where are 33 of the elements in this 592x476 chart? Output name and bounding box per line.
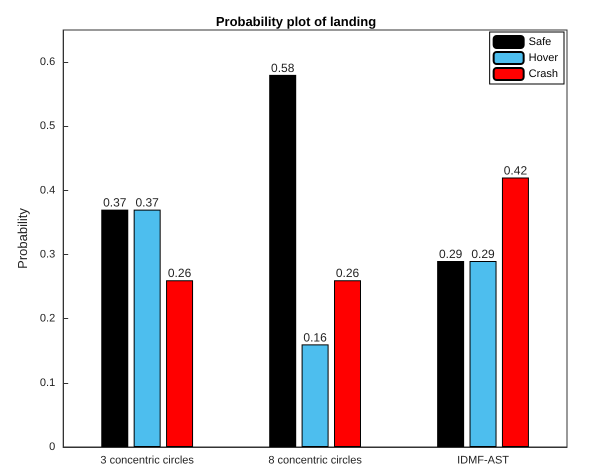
- data-label: 0.58: [271, 60, 295, 75]
- data-label: 0.26: [168, 266, 192, 280]
- x-tick-label: IDMF-AST: [457, 454, 510, 466]
- data-label: 0.26: [336, 266, 360, 280]
- bar: [166, 280, 194, 447]
- bar: [334, 280, 361, 447]
- y-tick-label: 0.5: [40, 120, 56, 132]
- bar: [101, 210, 128, 447]
- y-tick-label: 0.6: [40, 56, 56, 68]
- bar: [437, 260, 464, 447]
- x-tick-label: 8 concentric circles: [268, 454, 362, 466]
- chart-title: Probability plot of landing: [216, 14, 376, 29]
- data-label: 0.37: [103, 196, 127, 210]
- legend-label: Hover: [528, 52, 558, 64]
- legend-label: Crash: [528, 68, 558, 80]
- y-tick-label: 0.2: [40, 312, 56, 325]
- y-axis-title: Probability: [15, 208, 30, 269]
- data-label: 0.29: [471, 246, 496, 261]
- y-tick-label: 0: [49, 441, 56, 453]
- y-tick-label: 0.4: [40, 184, 56, 196]
- bar: [502, 178, 529, 447]
- y-tick-label: 0.1: [40, 376, 56, 389]
- data-label: 0.16: [303, 330, 328, 344]
- bar: [269, 74, 296, 447]
- x-tick-label: 3 concentric circles: [100, 454, 194, 466]
- bar: [134, 210, 161, 447]
- y-tick-label: 0.3: [40, 248, 56, 261]
- data-label: 0.42: [504, 164, 528, 178]
- data-label: 0.29: [438, 246, 463, 261]
- bar: [470, 260, 497, 447]
- bar: [302, 344, 329, 447]
- legend-label: Safe: [528, 36, 552, 48]
- data-label: 0.37: [135, 196, 160, 210]
